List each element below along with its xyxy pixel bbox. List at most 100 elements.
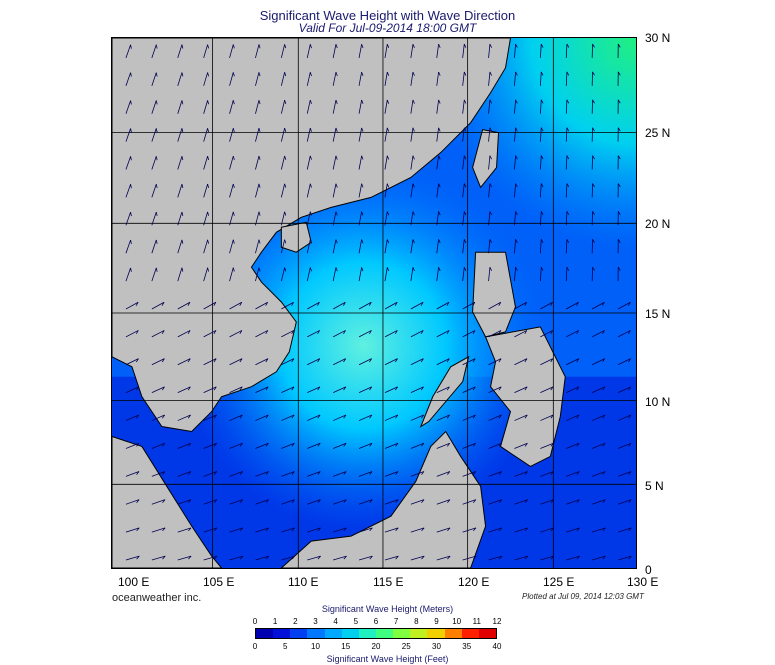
wave-arrow-head bbox=[369, 471, 373, 475]
wave-arrow-head bbox=[438, 99, 441, 104]
wave-arrow-head bbox=[394, 302, 398, 306]
wave-arrow bbox=[306, 239, 311, 254]
wave-arrow-head bbox=[438, 43, 441, 48]
wave-arrow bbox=[488, 471, 502, 477]
wave-arrow-head bbox=[239, 330, 243, 335]
wave-arrow bbox=[332, 301, 346, 310]
wave-arrow-head bbox=[239, 414, 243, 419]
wave-arrow-head bbox=[232, 239, 235, 244]
colorbar-swatch bbox=[461, 629, 479, 638]
wave-arrow bbox=[229, 499, 243, 505]
colorbar-meter-tick: 6 bbox=[373, 617, 379, 626]
wave-arrow bbox=[488, 555, 503, 561]
wave-arrow bbox=[177, 267, 183, 282]
wave-arrow-head bbox=[343, 499, 347, 503]
wave-arrow bbox=[177, 239, 183, 254]
wave-arrow-head bbox=[284, 183, 287, 188]
wave-arrow-head bbox=[421, 555, 425, 560]
wave-arrow-head bbox=[155, 184, 158, 189]
plotted-at-text: Plotted at Jul 09, 2014 12:03 GMT bbox=[522, 592, 644, 601]
wave-arrow-head bbox=[265, 527, 270, 532]
wave-arrow-head bbox=[550, 527, 554, 532]
wave-arrow-head bbox=[498, 471, 502, 475]
wave-arrow bbox=[177, 555, 192, 561]
wave-arrow-head bbox=[395, 499, 399, 503]
wave-arrow bbox=[617, 471, 632, 477]
wave-arrow-head bbox=[463, 211, 467, 216]
chart-subtitle: Valid For Jul-09-2014 18:00 GMT bbox=[298, 21, 477, 35]
wave-arrow bbox=[617, 358, 631, 366]
wave-arrow bbox=[255, 72, 260, 86]
wave-arrow bbox=[488, 183, 491, 198]
colorbar-swatch bbox=[393, 629, 411, 638]
wave-arrow-head bbox=[258, 72, 261, 77]
wave-arrow bbox=[151, 44, 157, 59]
wave-arrow-head bbox=[130, 212, 132, 217]
wave-arrow-head bbox=[628, 471, 632, 475]
wave-arrow-head bbox=[576, 555, 580, 560]
wave-arrow bbox=[306, 44, 311, 59]
wave-arrow bbox=[255, 358, 269, 366]
wave-arrow bbox=[203, 442, 217, 449]
wave-arrow-head bbox=[617, 155, 621, 160]
wave-arrow-head bbox=[361, 44, 364, 49]
wave-arrow bbox=[462, 414, 476, 421]
wave-arrow bbox=[566, 471, 580, 477]
wave-direction-arrows bbox=[125, 43, 632, 561]
wave-arrow bbox=[410, 183, 414, 198]
colorbar-feet-tick: 15 bbox=[341, 642, 351, 651]
wave-arrow-head bbox=[258, 239, 261, 244]
wave-arrow bbox=[333, 499, 347, 505]
wave-arrow bbox=[281, 555, 295, 561]
wave-arrow bbox=[539, 43, 542, 58]
wave-arrow-head bbox=[628, 386, 632, 391]
wave-arrow-head bbox=[130, 128, 132, 133]
wave-arrow-head bbox=[284, 239, 287, 244]
wave-arrow bbox=[436, 71, 440, 86]
wave-arrow-head bbox=[420, 358, 424, 363]
wave-arrow bbox=[462, 301, 476, 310]
wave-arrow bbox=[539, 183, 542, 198]
wave-arrow-head bbox=[265, 555, 270, 560]
wave-arrow bbox=[203, 358, 217, 366]
wave-arrow-head bbox=[239, 471, 243, 475]
wave-arrow-head bbox=[602, 471, 606, 475]
colorbar-swatch bbox=[478, 629, 496, 638]
wave-arrow bbox=[281, 358, 295, 366]
wave-arrow-head bbox=[576, 471, 580, 475]
wave-arrow bbox=[410, 527, 425, 533]
wave-arrow bbox=[462, 330, 476, 338]
wave-arrow bbox=[384, 358, 398, 366]
wave-arrow-head bbox=[386, 211, 390, 216]
wave-arrow-head bbox=[343, 471, 347, 475]
wave-arrow bbox=[358, 527, 373, 533]
wave-arrow bbox=[280, 72, 286, 86]
wave-arrow-head bbox=[602, 330, 605, 335]
wave-arrow bbox=[436, 471, 450, 477]
wave-arrow bbox=[203, 267, 208, 282]
wave-arrow-head bbox=[214, 527, 218, 532]
wave-arrow bbox=[410, 239, 414, 254]
wave-arrow-head bbox=[361, 183, 364, 188]
wave-arrow bbox=[358, 471, 373, 477]
wave-arrow-head bbox=[386, 127, 390, 132]
wave-arrow bbox=[229, 183, 234, 198]
wave-arrow-head bbox=[628, 443, 632, 447]
wave-arrow bbox=[255, 128, 260, 142]
wave-arrow-head bbox=[628, 330, 631, 335]
wave-arrow bbox=[255, 499, 269, 505]
wave-arrow-head bbox=[162, 443, 166, 447]
wave-arrow bbox=[358, 386, 372, 394]
wave-arrow-head bbox=[309, 127, 312, 132]
wave-arrow-head bbox=[438, 127, 441, 132]
wave-arrow-head bbox=[162, 414, 165, 419]
lon-label: 110 E bbox=[288, 575, 319, 589]
wave-arrow-head bbox=[265, 471, 269, 475]
wave-arrow-head bbox=[136, 386, 139, 391]
wave-arrow bbox=[229, 358, 243, 366]
wave-arrow-head bbox=[265, 358, 269, 363]
wave-arrow-head bbox=[317, 386, 321, 391]
wave-arrow-head bbox=[232, 267, 235, 272]
wave-arrow bbox=[436, 386, 450, 394]
wave-arrow bbox=[358, 155, 363, 170]
